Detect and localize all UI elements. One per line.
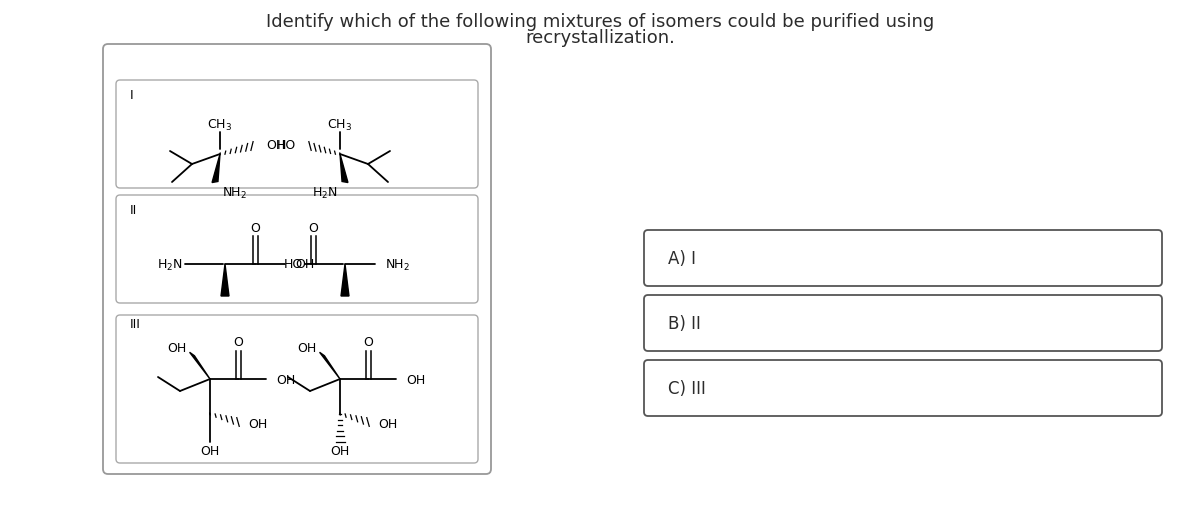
Text: II: II	[130, 203, 137, 216]
Polygon shape	[340, 155, 348, 183]
Text: OH: OH	[248, 418, 268, 431]
FancyBboxPatch shape	[116, 81, 478, 189]
Text: OH: OH	[276, 373, 295, 386]
Text: I: I	[130, 88, 133, 102]
Polygon shape	[319, 352, 340, 379]
Text: recrystallization.: recrystallization.	[526, 29, 674, 47]
Text: NH$_2$: NH$_2$	[222, 185, 247, 200]
FancyBboxPatch shape	[103, 45, 491, 474]
Text: H$_2$N: H$_2$N	[312, 185, 338, 200]
Polygon shape	[190, 352, 210, 379]
Text: OH: OH	[167, 341, 186, 354]
Text: OH: OH	[266, 138, 286, 151]
Text: CH$_3$: CH$_3$	[328, 117, 353, 132]
FancyBboxPatch shape	[116, 316, 478, 463]
Text: CH$_3$: CH$_3$	[208, 117, 233, 132]
Text: O: O	[364, 336, 373, 349]
FancyBboxPatch shape	[644, 295, 1162, 351]
Text: HO: HO	[277, 138, 296, 151]
Text: O: O	[308, 221, 318, 234]
FancyBboxPatch shape	[644, 360, 1162, 416]
FancyBboxPatch shape	[116, 195, 478, 304]
Text: OH: OH	[378, 418, 397, 431]
Polygon shape	[212, 155, 220, 183]
Text: H$_2$N: H$_2$N	[157, 257, 182, 272]
FancyBboxPatch shape	[644, 231, 1162, 286]
Text: O: O	[233, 336, 242, 349]
Text: B) II: B) II	[668, 315, 701, 332]
Text: A) I: A) I	[668, 249, 696, 268]
Polygon shape	[341, 265, 349, 296]
Text: NH$_2$: NH$_2$	[385, 257, 410, 272]
Text: OH: OH	[295, 258, 314, 271]
Polygon shape	[221, 265, 229, 296]
Text: Identify which of the following mixtures of isomers could be purified using: Identify which of the following mixtures…	[266, 13, 934, 31]
Text: O: O	[250, 221, 260, 234]
Text: OH: OH	[296, 341, 316, 354]
Text: OH: OH	[200, 444, 220, 458]
Text: C) III: C) III	[668, 379, 706, 397]
Text: OH: OH	[330, 444, 349, 458]
Text: OH: OH	[406, 373, 425, 386]
Text: III: III	[130, 318, 140, 331]
Text: HO: HO	[283, 258, 302, 271]
